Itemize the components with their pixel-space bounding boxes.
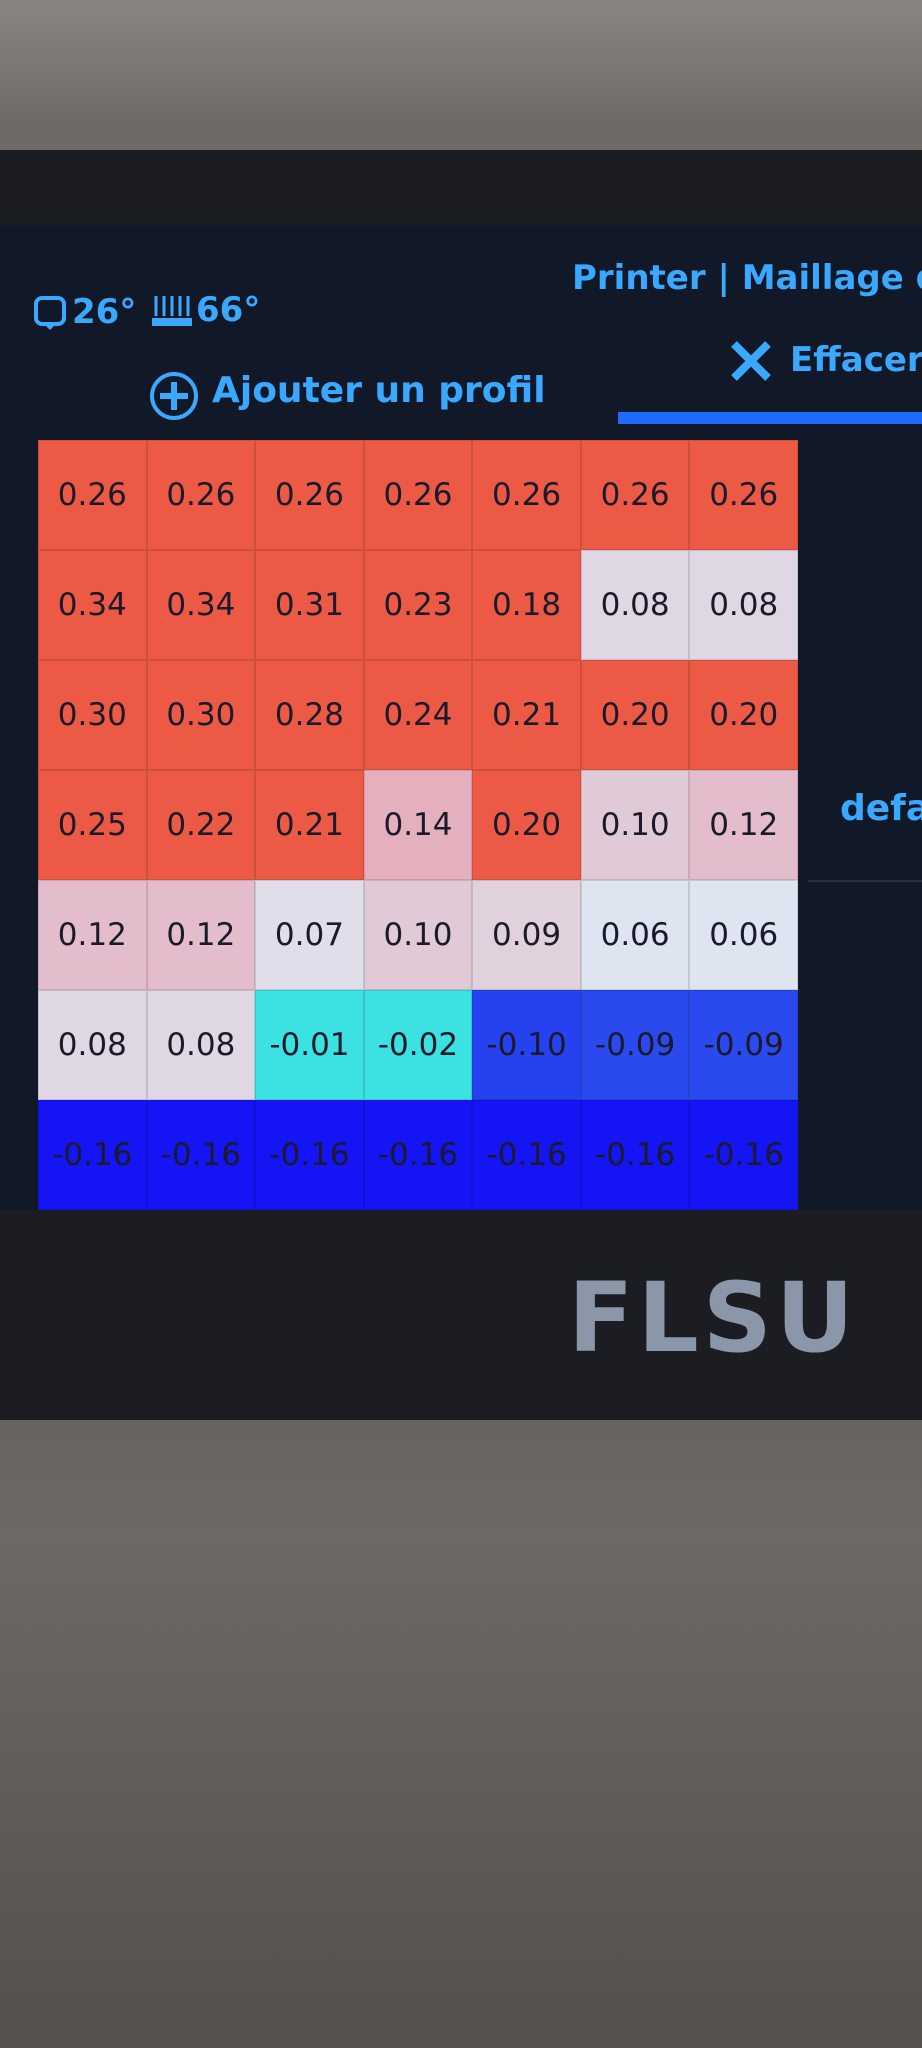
mesh-cell: 0.10 bbox=[580, 770, 690, 880]
mesh-cell: 0.08 bbox=[38, 990, 147, 1100]
mesh-cell: 0.07 bbox=[255, 880, 364, 990]
mesh-cell: 0.30 bbox=[38, 660, 147, 770]
mesh-cell: 0.34 bbox=[146, 550, 256, 660]
mesh-grid: 0.26 0.26 0.26 0.26 0.26 0.26 0.26 0.34 0.34 0.31… bbox=[38, 440, 798, 1210]
bed-icon bbox=[152, 296, 192, 326]
mesh-cell: 0.06 bbox=[580, 880, 690, 990]
add-icon bbox=[150, 372, 198, 420]
mesh-cell: -0.01 bbox=[255, 990, 364, 1100]
mesh-cell: -0.16 bbox=[255, 1100, 364, 1210]
mesh-cell: 0.18 bbox=[472, 550, 581, 660]
mesh-cell: 0.22 bbox=[146, 770, 256, 880]
mesh-cell: -0.16 bbox=[363, 1100, 473, 1210]
mesh-cell: -0.10 bbox=[472, 990, 581, 1100]
mesh-cell: 0.26 bbox=[580, 440, 690, 550]
mesh-cell: 0.10 bbox=[363, 880, 473, 990]
mesh-cell: 0.21 bbox=[472, 660, 581, 770]
clear-icon bbox=[731, 341, 771, 381]
mesh-cell: 0.14 bbox=[363, 770, 473, 880]
clear-button[interactable]: Effacer bbox=[790, 340, 922, 380]
mesh-cell: 0.26 bbox=[255, 440, 364, 550]
mesh-cell: -0.16 bbox=[146, 1100, 256, 1210]
mesh-cell: 0.26 bbox=[38, 440, 147, 550]
mesh-cell: -0.02 bbox=[363, 990, 473, 1100]
mesh-cell: 0.30 bbox=[146, 660, 256, 770]
screen-title: Printer | Maillage du bbox=[572, 258, 922, 298]
brand-logo: FLSU bbox=[568, 1262, 858, 1374]
mesh-cell: 0.24 bbox=[363, 660, 473, 770]
mesh-cell: 0.20 bbox=[472, 770, 581, 880]
mesh-cell: 0.12 bbox=[689, 770, 798, 880]
mesh-cell: 0.26 bbox=[363, 440, 473, 550]
mesh-cell: -0.16 bbox=[580, 1100, 690, 1210]
nozzle-temp: 26° bbox=[72, 292, 137, 332]
mesh-cell: 0.09 bbox=[472, 880, 581, 990]
mesh-cell: 0.26 bbox=[689, 440, 798, 550]
mesh-cell: 0.34 bbox=[38, 550, 147, 660]
add-profile-button[interactable]: Ajouter un profil bbox=[212, 370, 546, 411]
tab-indicator bbox=[618, 412, 922, 424]
mesh-cell: 0.26 bbox=[146, 440, 256, 550]
mesh-cell: 0.28 bbox=[255, 660, 364, 770]
mesh-cell: 0.26 bbox=[472, 440, 581, 550]
mesh-cell: 0.20 bbox=[580, 660, 690, 770]
mesh-cell: 0.12 bbox=[146, 880, 256, 990]
mesh-cell: 0.21 bbox=[255, 770, 364, 880]
mesh-cell: 0.08 bbox=[580, 550, 690, 660]
divider bbox=[808, 880, 922, 882]
mesh-cell: 0.08 bbox=[146, 990, 256, 1100]
mesh-cell: 0.31 bbox=[255, 550, 364, 660]
mesh-cell: 0.20 bbox=[689, 660, 798, 770]
bed-temp: 66° bbox=[196, 290, 261, 330]
mesh-cell: 0.23 bbox=[363, 550, 473, 660]
nozzle-icon bbox=[34, 296, 66, 330]
mesh-cell: -0.16 bbox=[689, 1100, 798, 1210]
mesh-cell: 0.08 bbox=[689, 550, 798, 660]
mesh-cell: -0.09 bbox=[689, 990, 798, 1100]
mesh-cell: -0.09 bbox=[580, 990, 690, 1100]
mesh-cell: -0.16 bbox=[472, 1100, 581, 1210]
mesh-cell: 0.06 bbox=[689, 880, 798, 990]
mesh-cell: 0.25 bbox=[38, 770, 147, 880]
profile-name[interactable]: defa bbox=[840, 788, 922, 829]
mesh-cell: 0.12 bbox=[38, 880, 147, 990]
mesh-cell: -0.16 bbox=[38, 1100, 147, 1210]
